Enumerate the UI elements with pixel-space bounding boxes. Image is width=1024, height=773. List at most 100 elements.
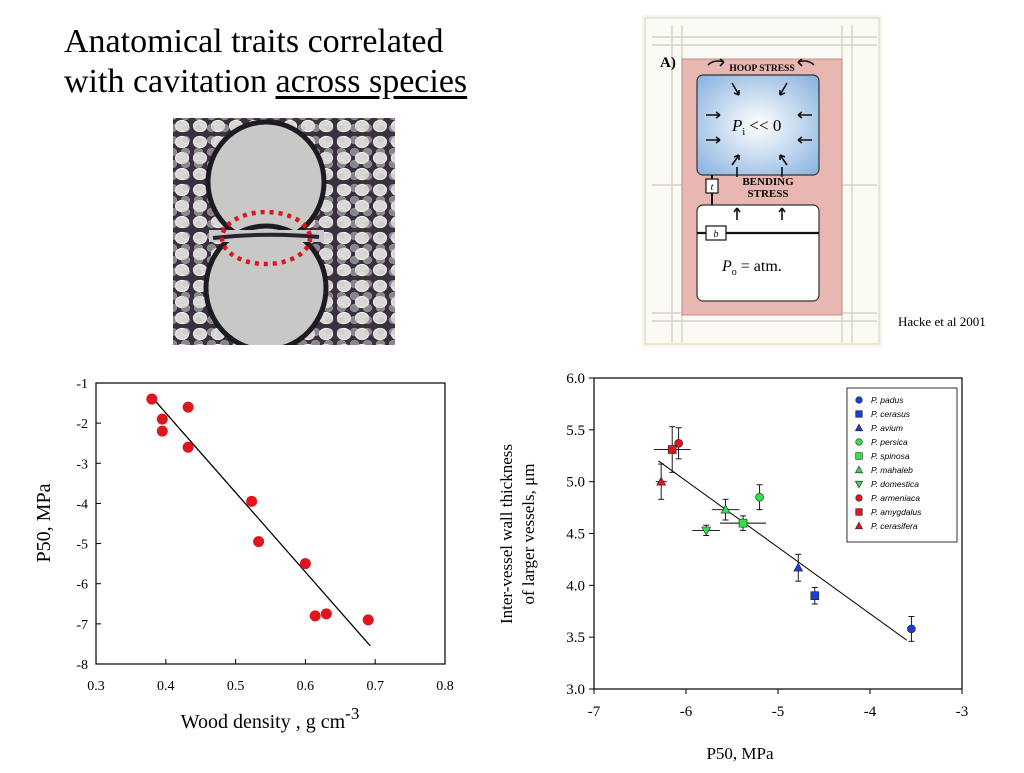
x-axis-label: Wood density , g cm-3 — [181, 704, 360, 733]
data-point — [246, 495, 258, 507]
legend-marker — [855, 438, 863, 446]
legend-marker — [855, 494, 863, 502]
data-point — [309, 610, 321, 622]
y-tick-label: 3.5 — [566, 630, 585, 646]
data-point — [156, 425, 168, 437]
y-tick-label: 4.0 — [566, 578, 585, 594]
data-point — [674, 439, 683, 448]
stress-diagram-svg: A) HOOP STRESS Pi << 0 BENDING STRESS t … — [642, 15, 882, 347]
y-axis-label-line-2: of larger vessels, μm — [519, 464, 538, 605]
x-tick-label: 0.7 — [366, 679, 384, 694]
y-tick-label: -3 — [76, 457, 88, 472]
wood-density-chart-svg: 0.3 0.4 0.5 0.6 0.7 0.8 -1 -2 -3 -4 -5 -6 -7 -8 Wood d… — [33, 377, 454, 733]
x-tick-label: 0.5 — [227, 679, 245, 694]
data-point — [755, 492, 764, 502]
stress-diagram: A) HOOP STRESS Pi << 0 BENDING STRESS t … — [642, 15, 882, 347]
x-tick-label: -4 — [864, 704, 877, 720]
title-line-2: with cavitation across species — [64, 63, 467, 100]
y-tick-label: -1 — [76, 377, 88, 392]
po-label: Po = atm. — [721, 258, 782, 278]
y-tick-label: 3.0 — [566, 682, 585, 698]
series-point-group — [692, 524, 721, 537]
legend-box — [846, 387, 958, 543]
series-point-group — [907, 615, 916, 642]
y-tick-label: 4.5 — [566, 527, 585, 543]
data-point — [810, 591, 820, 600]
legend-label: P. padus — [871, 395, 904, 405]
micrograph-svg — [173, 118, 395, 345]
legend-label: P. domestica — [871, 479, 919, 489]
y-tick-label: -6 — [76, 578, 88, 593]
bending-label-2: STRESS — [748, 188, 789, 200]
legend-marker — [854, 480, 864, 489]
x-axis-label: P50, MPa — [706, 744, 774, 763]
y-tick-label: -8 — [76, 658, 88, 673]
data-point — [667, 445, 677, 454]
y-tick-label: -7 — [76, 618, 88, 633]
data-point — [156, 413, 168, 425]
legend-label: P. armeniaca — [871, 493, 920, 503]
data-point — [320, 608, 332, 620]
series-point-group — [810, 586, 820, 605]
legend-marker — [855, 396, 863, 404]
legend-marker — [854, 465, 864, 474]
x-tick-label: -5 — [772, 704, 785, 720]
series-point-group — [720, 515, 767, 531]
x-tick-label: -7 — [588, 704, 601, 720]
legend-label: P. amygdalus — [871, 507, 922, 517]
data-point — [793, 562, 804, 572]
data-point — [182, 441, 194, 453]
title-underlined-phrase: across species — [275, 63, 468, 100]
legend-marker — [855, 508, 863, 516]
dotted-ellipse — [219, 209, 313, 267]
fit-line — [154, 400, 371, 647]
wall-thickness-chart: -7 -6 -5 -4 -3 3.0 3.5 4.0 4.5 5.0 5.5 6.0 P. padus P… — [490, 362, 1024, 768]
wall-thickness-chart-svg: -7 -6 -5 -4 -33.03.54.04.55.05.56.0P. padusP… — [497, 371, 969, 763]
legend: P. padus P. cerasus P. avium P. persica P. s… — [846, 387, 958, 543]
plot-frame — [95, 382, 446, 665]
y-tick-label: 5.5 — [566, 423, 585, 439]
diagram-panel-label: A) — [660, 55, 676, 71]
hoop-stress-label: HOOP STRESS — [729, 64, 794, 74]
series-point-group — [711, 498, 740, 521]
x-tick-label: -3 — [956, 704, 969, 720]
legend-label: P. mahaleb — [871, 465, 913, 475]
y-tick-label: -4 — [76, 497, 88, 512]
y-tick-label: 6.0 — [566, 371, 585, 387]
data-point — [656, 476, 667, 486]
y-tick-label: -5 — [76, 538, 88, 553]
data-point — [146, 393, 158, 405]
y-axis-label: P50, MPa — [33, 483, 55, 562]
slide-title: Anatomical traits correlated with cavita… — [64, 22, 584, 102]
x-tick-label: 0.4 — [157, 679, 175, 694]
data-point — [362, 614, 374, 626]
series-point-group — [674, 427, 683, 460]
legend-label: P. avium — [871, 423, 903, 433]
x-tick-label: 0.3 — [87, 679, 105, 694]
fit-line — [658, 460, 908, 641]
citation-credit: Hacke et al 2001 — [898, 314, 986, 329]
series-point-group — [655, 463, 667, 500]
y-tick-label: -2 — [76, 417, 88, 432]
series-point-group — [653, 426, 691, 473]
legend-label: P. cerasus — [871, 409, 911, 419]
y-tick-label: 5.0 — [566, 475, 585, 491]
pi-label: Pi << 0 — [731, 116, 781, 138]
data-point — [253, 536, 265, 548]
data-point — [907, 624, 916, 634]
data-point — [720, 504, 731, 514]
x-tick-label: -6 — [680, 704, 693, 720]
legend-label: P. cerasifera — [871, 521, 918, 531]
micrograph-image — [173, 118, 395, 345]
title-line-1: Anatomical traits correlated — [64, 23, 444, 60]
data-point — [299, 558, 311, 570]
legend-label: P. persica — [871, 437, 908, 447]
legend-label: P. spinosa — [871, 451, 910, 461]
t-label: t — [711, 182, 714, 193]
x-tick-label: 0.6 — [297, 679, 315, 694]
data-point — [182, 401, 194, 413]
series-point-group — [793, 553, 804, 582]
legend-marker — [855, 410, 863, 418]
y-axis-label-line-1: Inter-vessel wall thickness — [497, 444, 516, 624]
bending-label-1: BENDING — [742, 176, 794, 188]
